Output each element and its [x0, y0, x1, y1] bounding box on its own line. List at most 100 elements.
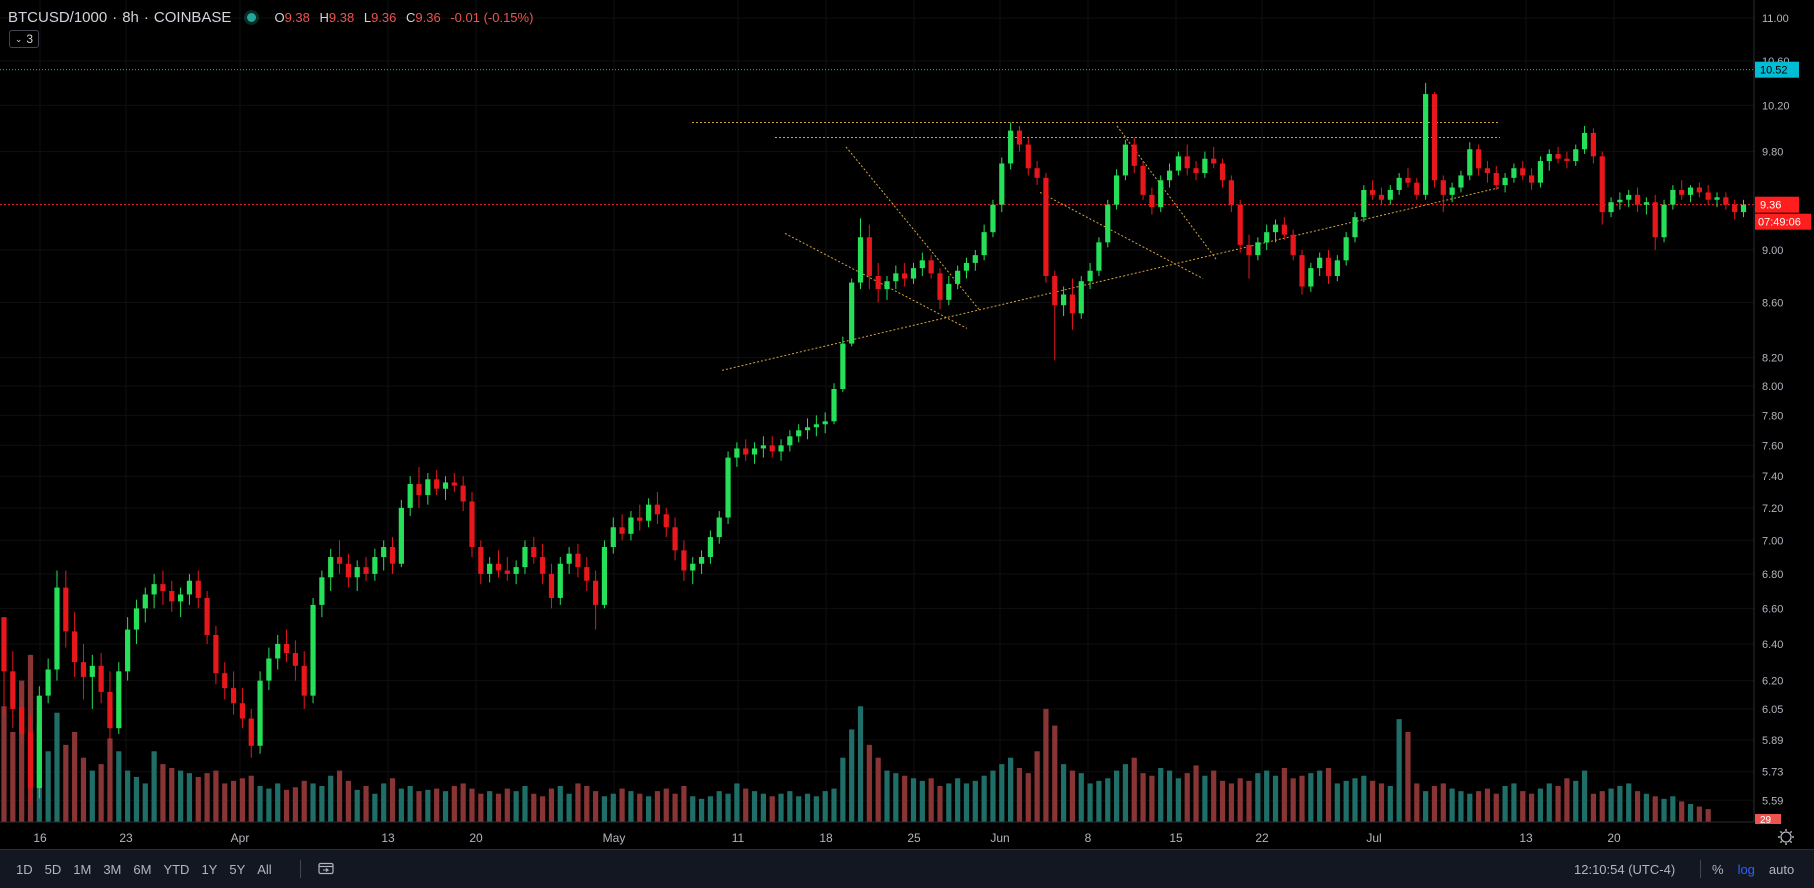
volume-bar [893, 773, 899, 822]
volume-bar [1343, 780, 1349, 822]
range-6m[interactable]: 6M [133, 861, 152, 877]
candle-body [831, 388, 837, 422]
range-1y[interactable]: 1Y [201, 861, 218, 877]
volume-bar [310, 783, 316, 822]
volume-bar [999, 764, 1005, 822]
volume-bar [1087, 783, 1093, 822]
volume-bar [1122, 764, 1129, 822]
volume-bar [1131, 757, 1137, 822]
volume-bar [416, 791, 422, 822]
clock[interactable]: 12:10:54 (UTC-4) [1574, 861, 1676, 877]
interval-label[interactable]: 8h [122, 8, 139, 26]
goto-date-icon[interactable] [318, 862, 334, 875]
candle-body [292, 653, 298, 666]
candle-body [769, 445, 775, 452]
candle-body [1599, 156, 1605, 213]
volume-bar [760, 793, 766, 822]
candle-body [222, 673, 228, 689]
volume-bar [796, 796, 802, 822]
volume-bar [1255, 773, 1261, 822]
range-3m[interactable]: 3M [103, 861, 122, 877]
volume-bar [239, 778, 246, 822]
volume-bar [1025, 773, 1031, 822]
range-all[interactable]: All [257, 861, 272, 877]
candle-body [451, 482, 457, 486]
candle-body [963, 262, 970, 271]
candle-body [98, 665, 104, 692]
range-1m[interactable]: 1M [73, 861, 92, 877]
volume-bar [1175, 778, 1181, 822]
range-ytd[interactable]: YTD [163, 861, 190, 877]
volume-bar [593, 791, 599, 822]
percent-toggle[interactable]: % [1712, 861, 1724, 877]
indicators-toggle[interactable]: ⌄ 3 [9, 30, 39, 48]
volume-bar [319, 786, 325, 822]
range-5y[interactable]: 5Y [229, 861, 246, 877]
volume-bar [80, 757, 87, 822]
candle-body [363, 567, 369, 574]
volume-bar [902, 775, 908, 822]
time-axis-label: 11 [732, 831, 745, 845]
volume-bar [990, 770, 996, 822]
auto-toggle[interactable]: auto [1768, 861, 1795, 877]
candle-body [1502, 177, 1508, 186]
candle-body [204, 597, 210, 635]
volume-bar [301, 780, 307, 822]
candle-body [27, 732, 34, 788]
candle-body [1670, 189, 1676, 205]
reference-price-badge: 10.52 [1760, 65, 1788, 77]
volume-bar [186, 773, 193, 822]
candle-body [1449, 187, 1455, 195]
candle-body [345, 563, 351, 578]
candle-body [1581, 132, 1588, 150]
volume-bar [946, 783, 952, 822]
candlestick-chart[interactable]: 16 23 Apr 13 20 May 11 18 25 Jun 8 15 22 Jul 13 20 11.00… [0, 0, 1814, 849]
volume-bar [1696, 806, 1702, 822]
candle-body [72, 631, 78, 663]
time-axis-label: 8 [1085, 831, 1092, 845]
candle-body [151, 584, 157, 595]
settings-icon[interactable] [1778, 829, 1794, 845]
volume-bar [1184, 773, 1190, 822]
volume-bar [248, 775, 254, 822]
time-axis-label: 23 [119, 831, 133, 845]
range-5d[interactable]: 5D [44, 861, 62, 877]
volume-bar [230, 780, 237, 822]
volume-bar [1687, 804, 1694, 822]
candle-body [1608, 202, 1614, 213]
open-value: 9.38 [284, 9, 310, 25]
candle-body [1166, 170, 1173, 181]
candle-body [1043, 177, 1049, 276]
candle-body [504, 570, 510, 574]
candle-body [1061, 294, 1067, 306]
volume-bar [1511, 783, 1517, 822]
candle-body [36, 695, 42, 788]
time-axis-label: 20 [1607, 831, 1621, 845]
market-status-icon [247, 12, 257, 22]
volume-bar [98, 764, 104, 822]
grid [0, 0, 1754, 822]
volume-bar [372, 793, 378, 822]
candle-body [1352, 217, 1358, 238]
candle-body [1343, 237, 1349, 261]
time-axis-label: 13 [1519, 831, 1533, 845]
candle-body [381, 547, 387, 558]
range-1d[interactable]: 1D [16, 861, 33, 877]
log-toggle[interactable]: log [1737, 861, 1755, 877]
candle-body [946, 283, 952, 300]
symbol-name[interactable]: BTCUSD/1000 [8, 8, 108, 26]
candle-body [751, 448, 758, 455]
candle-body [1078, 281, 1084, 314]
volume-bar [1458, 791, 1464, 822]
high-key: H [319, 9, 329, 25]
volume-bar [857, 706, 864, 822]
time-axis-label: 15 [1169, 831, 1183, 845]
symbol-header[interactable]: BTCUSD/1000 · 8h · COINBASE O9.38 H9.38 … [8, 8, 534, 26]
volume-bar [222, 783, 228, 822]
low-value: 9.36 [371, 9, 397, 25]
candle-body [787, 436, 793, 446]
candle-body [116, 671, 122, 729]
candle-body [1325, 257, 1332, 276]
volume-bar [1608, 788, 1614, 822]
volume-bar [1467, 793, 1473, 822]
